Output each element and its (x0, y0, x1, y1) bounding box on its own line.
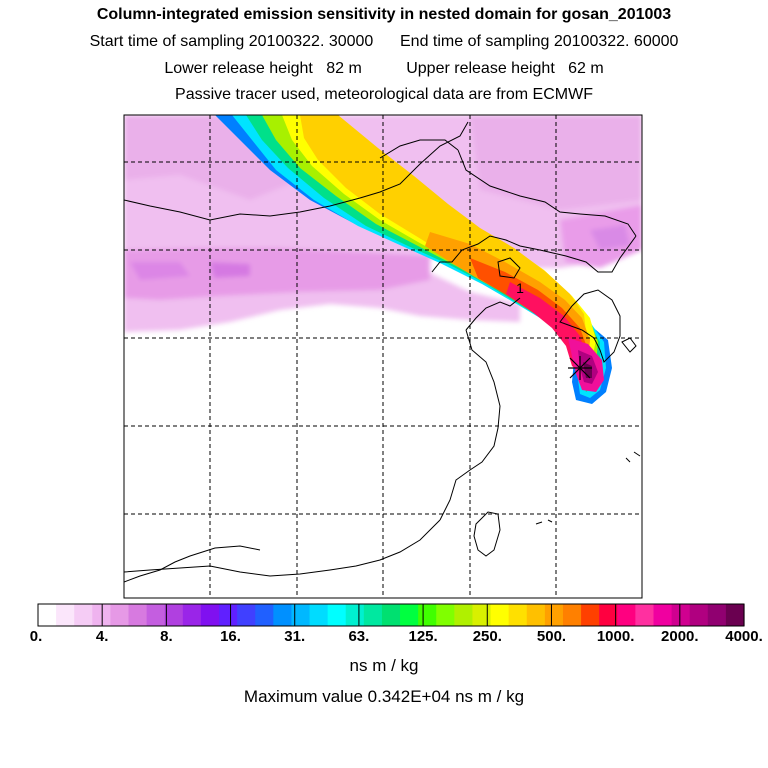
colorbar-tick-label: 63. (348, 628, 370, 645)
colorbar-tick-label: 8. (160, 628, 173, 645)
colorbar-segment (92, 604, 112, 626)
latlon-grid (124, 115, 642, 598)
colorbar-segment (309, 604, 329, 626)
colorbar-segment (56, 604, 75, 626)
colorbar-segment (635, 604, 655, 626)
chart-title: Column-integrated emission sensitivity i… (96, 6, 672, 23)
colorbar-segment (581, 604, 600, 626)
colorbar-units: ns m / kg (349, 656, 419, 675)
colorbar-tick-label: 125. (408, 628, 438, 645)
colorbar-segment (490, 604, 510, 626)
colorbar-segment (273, 604, 293, 626)
colorbar-segment (526, 604, 546, 626)
colorbar-tick-label: 4. (95, 628, 109, 645)
colorbar-segment (707, 604, 727, 626)
colorbar-tick-label: 0. (29, 628, 43, 645)
marker-label: 1 (516, 280, 524, 296)
coastlines (124, 121, 641, 583)
colorbar-segment (164, 604, 184, 626)
colorbar (37, 603, 745, 627)
colorbar-segment (146, 604, 166, 626)
colorbar-tick-label: 250. (472, 628, 502, 645)
colorbar-border (37, 603, 745, 627)
colorbar-segment (237, 604, 256, 626)
colorbar-tick-label: 4000. (725, 628, 763, 645)
release-heights: Lower release height 82 m Upper release … (164, 60, 604, 77)
colorbar-segment (381, 604, 401, 626)
colorbar-segment (472, 604, 492, 626)
colorbar-segment (74, 604, 93, 626)
colorbar-tick-label: 31. (284, 628, 306, 645)
colorbar-tick-label: 16. (220, 628, 241, 645)
colorbar-segment (454, 604, 474, 626)
colorbar-segment (291, 604, 311, 626)
colorbar-segment (200, 604, 220, 626)
colorbar-tick-label: 500. (536, 628, 567, 645)
colorbar-segment (418, 604, 437, 626)
colorbar-segment (110, 604, 130, 626)
colorbar-segment (599, 604, 618, 626)
colorbar-segment (436, 604, 455, 626)
colorbar-segment (400, 604, 419, 626)
maximum-value: Maximum value 0.342E+04 ns m / kg (243, 687, 525, 706)
colorbar-segment (128, 604, 148, 626)
colorbar-segment (255, 604, 274, 626)
colorbar-segment (182, 604, 202, 626)
colorbar-segment (508, 604, 528, 626)
emission-plume (215, 115, 612, 404)
colorbar-segment (544, 604, 564, 626)
colorbar-segment (345, 604, 365, 626)
colorbar-segment (653, 604, 673, 626)
colorbar-segment (327, 604, 347, 626)
colorbar-tick-label: 2000. (661, 628, 699, 645)
tracer-info: Passive tracer used, meteorological data… (175, 86, 593, 103)
map-plot-area (124, 115, 642, 598)
colorbar-tick-label: 1000. (596, 628, 635, 645)
colorbar-segment (219, 604, 238, 626)
map-frame (123, 114, 643, 599)
colorbar-segment (689, 604, 709, 626)
sampling-times: Start time of sampling 20100322. 30000 E… (89, 33, 679, 50)
colorbar-segment (38, 604, 57, 626)
colorbar-segment (671, 604, 691, 626)
cross-icon (568, 356, 592, 380)
colorbar-segment (617, 604, 636, 626)
colorbar-segment (363, 604, 383, 626)
colorbar-segment (725, 604, 745, 626)
colorbar-segment (562, 604, 582, 626)
